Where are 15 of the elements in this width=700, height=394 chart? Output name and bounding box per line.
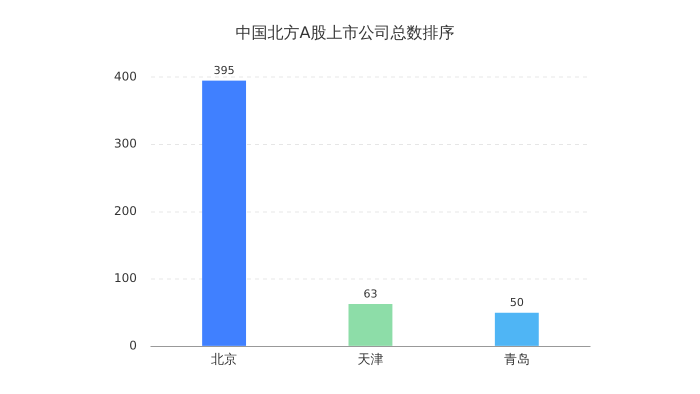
bar <box>494 312 539 346</box>
y-tick-label: 400 <box>114 69 137 84</box>
x-tick-label: 天津 <box>357 352 384 368</box>
y-tick-label: 200 <box>114 204 137 218</box>
bar <box>348 304 392 346</box>
data-label: 50 <box>510 296 524 310</box>
x-tick-label: 北京 <box>211 352 238 368</box>
y-tick-label: 100 <box>114 271 137 286</box>
x-tick-label: 青岛 <box>504 352 530 368</box>
chart-title: 中国北方A股上市公司总数排序 <box>236 22 454 42</box>
data-label: 63 <box>363 287 378 300</box>
bar <box>202 80 246 346</box>
y-tick-label: 0 <box>129 338 137 353</box>
data-label: 395 <box>214 64 235 77</box>
y-tick-label: 300 <box>114 136 137 151</box>
